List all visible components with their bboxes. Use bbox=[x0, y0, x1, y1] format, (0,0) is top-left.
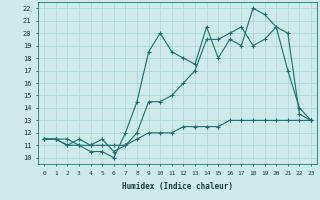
X-axis label: Humidex (Indice chaleur): Humidex (Indice chaleur) bbox=[122, 182, 233, 191]
